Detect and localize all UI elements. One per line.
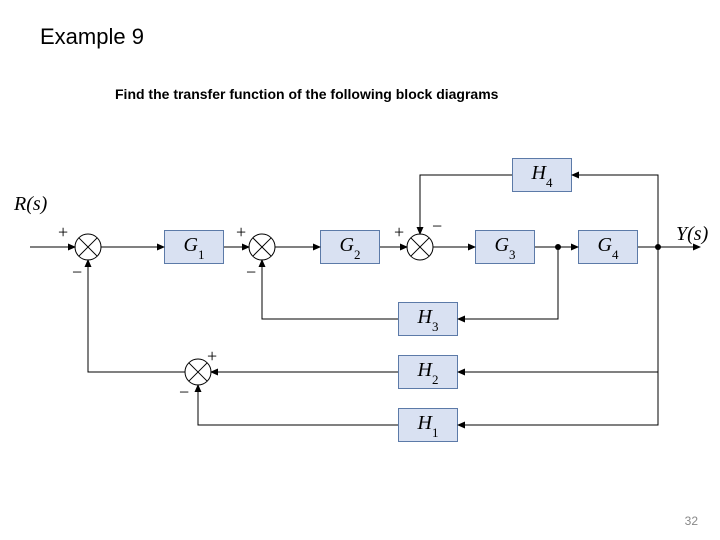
summing-junction-2 <box>249 234 275 260</box>
line-n2-to-h1 <box>458 372 658 425</box>
line-n1-to-h3 <box>458 247 558 319</box>
line-n2-to-h4 <box>572 175 658 247</box>
line-h3-to-sj2 <box>262 260 398 319</box>
page-number: 32 <box>685 514 698 528</box>
line-h1-to-sj4 <box>198 385 398 425</box>
line-sj4-to-sj1 <box>88 260 185 372</box>
line-h4-to-sj3 <box>420 175 512 234</box>
summing-junction-4 <box>185 359 211 385</box>
summing-junction-1 <box>75 234 101 260</box>
summing-junction-3 <box>407 234 433 260</box>
diagram-svg <box>0 0 720 540</box>
